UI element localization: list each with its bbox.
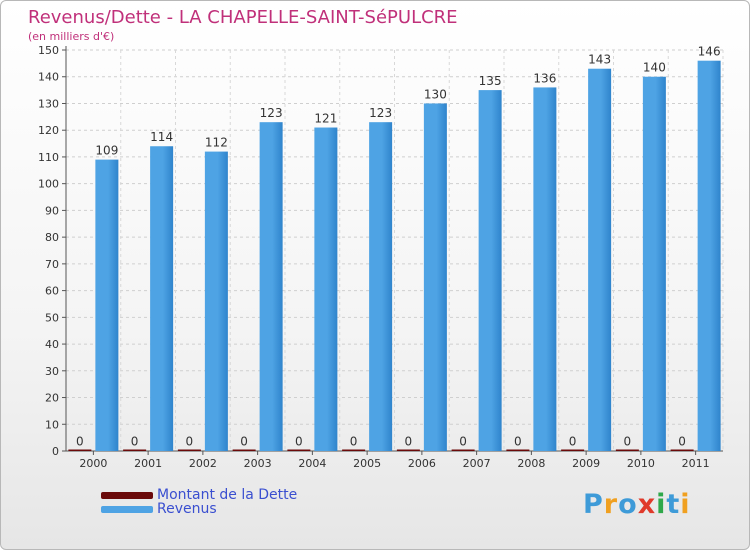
x-tick-label: 2009 [572,457,600,470]
x-tick-label: 2011 [682,457,710,470]
y-tick-label: 30 [45,365,59,378]
x-tick-label: 2003 [244,457,272,470]
y-tick-label: 140 [38,71,59,84]
debt-value-label: 0 [624,435,632,449]
y-tick-label: 60 [45,285,59,298]
revenue-bar [369,122,393,452]
revenue-bar [204,151,228,451]
x-tick-label: 2008 [517,457,545,470]
legend-item-debt: Montant de la Dette [101,487,297,503]
debt-value-label: 0 [131,435,139,449]
revenue-bar [150,146,174,452]
axes: 0 10 20 30 40 50 60 70 80 90 100 110 120 130 140 150 200… [38,44,723,470]
revenue-value-label: 121 [314,112,337,126]
debt-value-label: 0 [186,435,194,449]
debt-bar [232,449,256,451]
y-tick-label: 130 [38,97,59,110]
revenue-bar [588,68,612,452]
revenue-bar [478,90,502,451]
logo-letter: o [618,489,638,520]
debt-value-label: 0 [678,435,686,449]
x-tick-label: 2005 [353,457,381,470]
y-tick-label: 70 [45,258,59,271]
debt-bar [123,449,147,451]
y-tick-label: 90 [45,204,59,217]
chart-subtitle: (en milliers d'€) [28,30,115,43]
legend-swatch-revenue [101,505,153,513]
debt-value-label: 0 [514,435,522,449]
logo-letter: i [680,489,691,520]
debt-value-label: 0 [405,435,413,449]
y-tick-label: 80 [45,231,59,244]
debt-bar [177,449,201,451]
legend-label-debt: Montant de la Dette [157,487,298,503]
x-tick-label: 2002 [189,457,217,470]
y-tick-label: 50 [45,311,59,324]
revenue-value-label: 135 [479,74,502,88]
revenue-bar [314,127,338,451]
debt-value-label: 0 [569,435,577,449]
revenue-value-label: 112 [205,136,228,150]
debt-value-label: 0 [240,435,248,449]
revenue-value-label: 123 [260,106,283,120]
debt-bar [615,449,639,451]
revenue-bar [259,122,283,452]
y-tick-label: 110 [38,151,59,164]
y-tick-label: 120 [38,124,59,137]
chart-title: Revenus/Dette - LA CHAPELLE-SAINT-SéPULC… [28,7,458,28]
logo-letter: i [656,489,667,520]
x-tick-label: 2000 [79,457,107,470]
logo-letter: x [637,489,657,520]
revenue-value-label: 130 [424,87,447,101]
proxiti-logo: Proxiti [583,489,691,520]
revenue-bar [697,60,721,452]
labels: 0 109 0 114 0 112 0 123 0 121 0 123 0 130 0 135 0 136 0 143… [76,45,721,449]
y-tick-label: 10 [45,418,59,431]
x-tick-label: 2007 [463,457,491,470]
x-tick-label: 2006 [408,457,436,470]
legend-label-revenue: Revenus [157,501,217,517]
debt-bar [561,449,585,451]
debt-bar [670,449,694,451]
bars [68,60,721,452]
logo-letter: P [583,489,604,520]
x-tick-label: 2010 [627,457,655,470]
debt-bar [287,449,311,451]
x-tick-label: 2004 [298,457,326,470]
debt-value-label: 0 [459,435,467,449]
revenue-value-label: 109 [95,144,118,158]
debt-value-label: 0 [76,435,84,449]
y-tick-label: 40 [45,338,59,351]
revenue-value-label: 146 [698,45,721,59]
debt-value-label: 0 [350,435,358,449]
logo-letter: t [666,489,681,520]
debt-bar [451,449,475,451]
debt-bar [396,449,420,451]
revenue-value-label: 123 [369,106,392,120]
revenue-bar [423,103,447,451]
revenue-value-label: 143 [588,53,611,67]
revenue-bar [533,87,557,451]
y-tick-label: 0 [52,445,59,458]
revenue-bar [642,76,666,451]
debt-value-label: 0 [295,435,303,449]
revenue-value-label: 140 [643,61,666,75]
y-tick-label: 20 [45,392,59,405]
revenue-value-label: 114 [150,130,173,144]
revenue-value-label: 136 [533,71,556,85]
revenue-bar [95,159,119,451]
logo-letter: r [603,489,619,520]
legend-item-revenue: Revenus [101,501,217,517]
debt-bar [68,449,92,451]
debt-bar [342,449,366,451]
y-tick-label: 100 [38,178,59,191]
legend-swatch-debt [101,491,153,499]
grid-lines [65,49,724,452]
x-tick-label: 2001 [134,457,162,470]
debt-bar [506,449,530,451]
y-tick-label: 150 [38,44,59,57]
